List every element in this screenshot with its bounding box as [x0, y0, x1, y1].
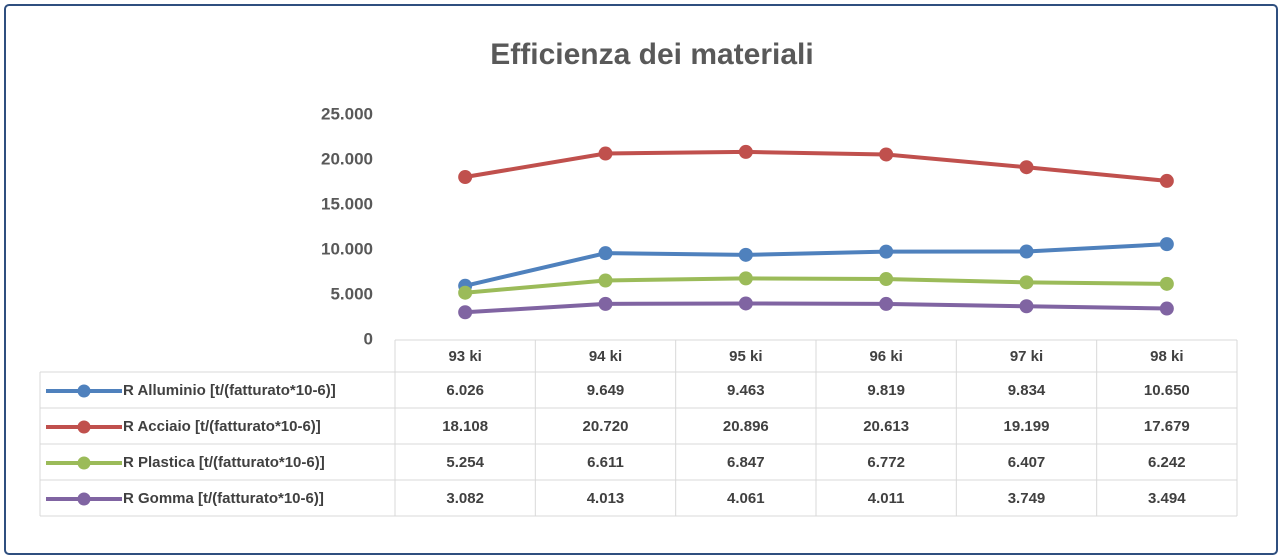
- line: [465, 301, 1167, 315]
- line: [464, 242, 1167, 288]
- table-value: 9.834: [1008, 382, 1046, 399]
- y-tick-label: 25.000: [321, 104, 373, 123]
- marker: [1019, 275, 1034, 290]
- marker: [458, 170, 473, 185]
- table-value: 18.108: [442, 418, 488, 435]
- marker: [1019, 160, 1034, 175]
- table-value: 3.082: [446, 490, 484, 507]
- y-tick-label: 10.000: [321, 239, 373, 258]
- table-value: 6.772: [867, 454, 905, 471]
- x-tick-label: 96 ki: [869, 348, 902, 365]
- table-value: 4.013: [587, 490, 625, 507]
- marker: [879, 296, 894, 311]
- x-tick-label: 94 ki: [589, 348, 622, 365]
- x-tick-label: 97 ki: [1010, 348, 1043, 365]
- legend-key-marker: [77, 492, 91, 506]
- table-value: 5.254: [446, 454, 484, 471]
- table-value: 9.463: [727, 382, 765, 399]
- legend-label: R Gomma [t/(fatturato*10-6)]: [123, 490, 324, 507]
- y-tick-label: 20.000: [321, 149, 373, 168]
- legend-key-marker: [77, 456, 91, 470]
- marker: [1159, 301, 1174, 316]
- x-tick-label: 98 ki: [1150, 348, 1183, 365]
- table-value: 19.199: [1004, 418, 1050, 435]
- marker: [738, 144, 753, 159]
- chart-title: Efficienza dei materiali: [490, 38, 813, 71]
- marker: [738, 247, 753, 262]
- line: [464, 276, 1167, 295]
- marker: [1159, 173, 1174, 188]
- table-value: 6.847: [727, 454, 765, 471]
- table-value: 4.061: [727, 490, 765, 507]
- y-tick-label: 5.000: [330, 284, 373, 303]
- table-value: 9.819: [867, 382, 905, 399]
- marker: [879, 272, 894, 287]
- marker: [879, 147, 894, 162]
- table-value: 3.749: [1008, 490, 1046, 507]
- table-value: 6.242: [1148, 454, 1186, 471]
- y-tick-label: 15.000: [321, 194, 373, 213]
- legend-label: R Plastica [t/(fatturato*10-6)]: [123, 454, 325, 471]
- marker: [458, 285, 473, 300]
- x-tick-label: 95 ki: [729, 348, 762, 365]
- marker: [598, 273, 613, 288]
- table-value: 6.611: [587, 454, 624, 471]
- marker: [879, 244, 894, 259]
- marker: [598, 146, 613, 161]
- table-value: 20.896: [723, 418, 769, 435]
- line: [464, 149, 1168, 183]
- marker: [1159, 237, 1174, 252]
- table-value: 4.011: [868, 490, 905, 507]
- legend-key-marker: [77, 420, 91, 434]
- x-tick-label: 93 ki: [448, 348, 481, 365]
- table-value: 3.494: [1148, 490, 1186, 507]
- table-value: 6.026: [446, 382, 484, 399]
- legend-label: R Alluminio [t/(fatturato*10-6)]: [123, 382, 336, 399]
- table-value: 10.650: [1144, 382, 1190, 399]
- legend-key-marker: [77, 384, 91, 398]
- marker: [598, 296, 613, 311]
- marker: [1019, 299, 1034, 314]
- marker: [598, 246, 613, 261]
- table-value: 9.649: [587, 382, 625, 399]
- marker: [1159, 276, 1174, 291]
- table-value: 17.679: [1144, 418, 1190, 435]
- marker: [738, 271, 753, 286]
- table-value: 6.407: [1008, 454, 1046, 471]
- marker: [738, 296, 753, 311]
- table-value: 20.613: [863, 418, 909, 435]
- marker: [458, 305, 473, 320]
- table-value: 20.720: [583, 418, 629, 435]
- legend-label: R Acciaio [t/(fatturato*10-6)]: [123, 418, 321, 435]
- marker: [1019, 244, 1034, 259]
- y-tick-label: 0: [364, 329, 373, 348]
